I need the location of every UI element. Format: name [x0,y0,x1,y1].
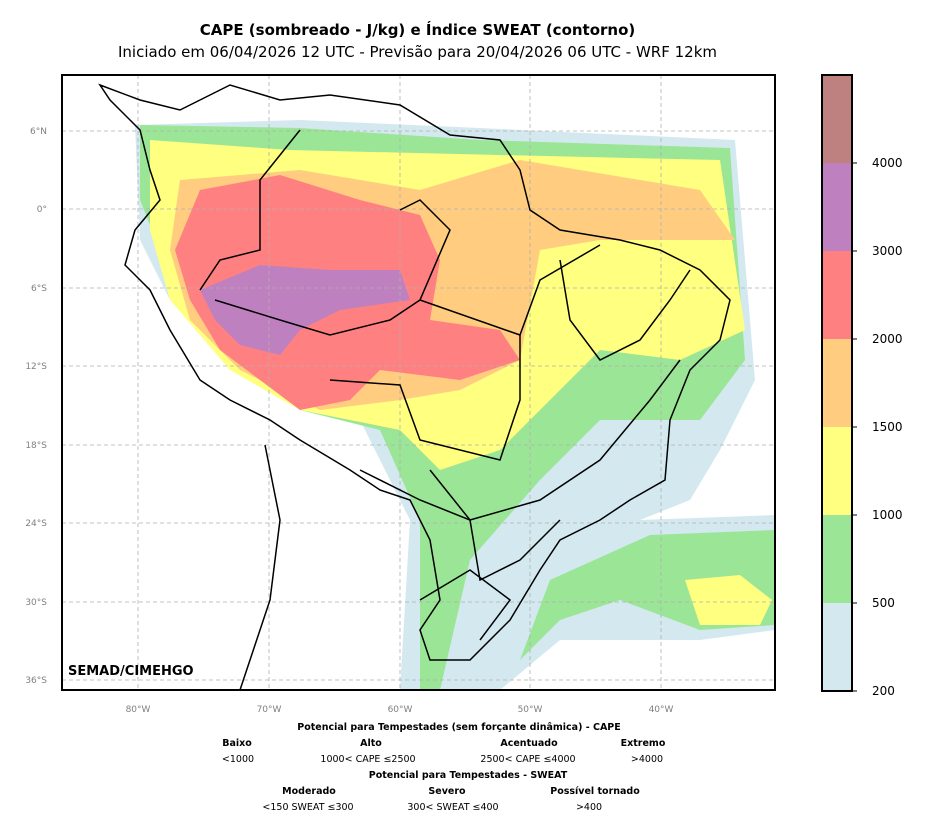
map-frame [61,74,776,691]
colorbar-tick: 2000 [872,332,903,346]
figure-subtitle: Iniciado em 06/04/2026 12 UTC - Previsão… [117,43,718,61]
lon-tick: 60°W [388,705,413,715]
cape-class-label: Acentuado [500,738,558,749]
colorbar-tick: 200 [872,684,895,698]
colorbar-tick: 500 [872,596,895,610]
colorbar-segment [822,603,852,691]
cape-band-500-south [520,530,775,660]
lat-tick: 36°S [25,676,47,686]
sweat-class-label: Moderado [282,786,336,797]
colorbar [821,74,857,692]
colorbar-segment [822,515,852,603]
sweat-class-range: >400 [575,802,603,813]
cape-map: SEMAD/CIMEHGO 80°W 70°W 60°W 50°W 40°W 6… [25,74,857,715]
colorbar-tick: 4000 [872,156,903,170]
colorbar-segment [822,163,852,251]
cape-class-range: >4000 [630,754,664,765]
cape-class-label: Extremo [620,738,666,749]
cape-shading [135,120,775,690]
lat-tick: 6°N [30,127,47,137]
cape-class-range: <1000 [221,754,255,765]
lat-tick: 6°S [31,284,47,294]
sweat-legend-title: Potencial para Tempestades - SWEAT [368,770,568,781]
lon-tick: 70°W [257,705,282,715]
colorbar-segment [822,251,852,339]
colorbar-segment [822,75,852,163]
figure-title: CAPE (sombreado - J/kg) e Índice SWEAT (… [199,21,636,39]
lat-tick: 24°S [25,519,47,529]
colorbar-frame [821,74,853,692]
sweat-class-label: Severo [428,786,466,797]
lat-tick: 30°S [25,598,47,608]
lon-tick: 80°W [126,705,151,715]
lon-tick: 40°W [649,705,674,715]
sweat-class-range: 300< SWEAT ≤400 [407,802,499,813]
sweat-class-label: Possível tornado [550,786,640,797]
cape-band-1000-south [685,575,772,625]
country-borders [98,83,731,690]
lon-tick: 50°W [518,705,543,715]
colorbar-tick: 1500 [872,420,903,434]
colorbar-tick: 1000 [872,508,903,522]
cape-band-3000 [200,265,410,355]
lat-tick: 12°S [25,362,47,372]
credit-label: SEMAD/CIMEHGO [68,664,194,679]
axis-labels: 80°W 70°W 60°W 50°W 40°W 6°N 0° 6°S 12°S… [25,127,673,715]
cape-class-label: Baixo [222,738,252,749]
cape-class-label: Alto [360,738,382,749]
cape-class-range: 1000< CAPE ≤2500 [320,754,416,765]
colorbar-segment [822,427,852,515]
sweat-class-range: <150 SWEAT ≤300 [262,802,354,813]
colorbar-segment [822,339,852,427]
lat-tick: 18°S [25,441,47,451]
cape-class-range: 2500< CAPE ≤4000 [480,754,576,765]
colorbar-tick: 3000 [872,244,903,258]
lat-tick: 0° [37,205,47,215]
cape-legend-title: Potencial para Tempestades (sem forçante… [297,722,621,733]
